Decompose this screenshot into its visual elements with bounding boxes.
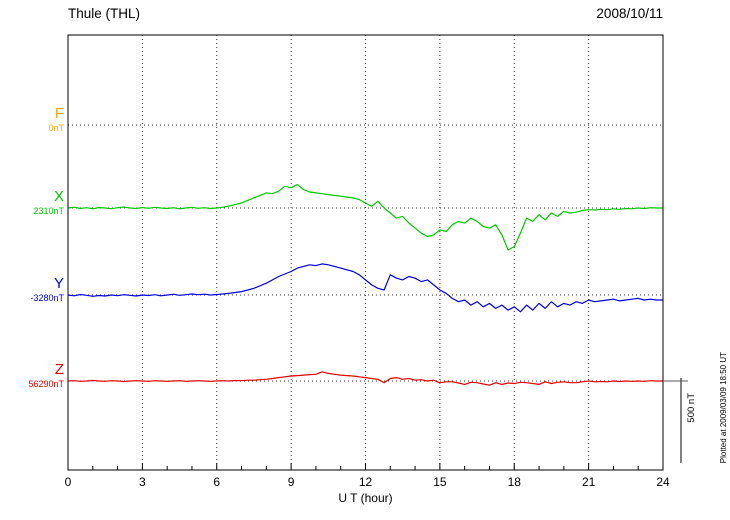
channel-f-name: F [54, 105, 64, 122]
channel-z-name: Z [54, 361, 64, 378]
channel-label-x: X 2310nT [4, 189, 64, 216]
x-tick-label: 3 [139, 475, 146, 489]
channel-label-z: Z 56290nT [4, 362, 64, 389]
x-tick-label: 6 [213, 475, 221, 489]
x-tick-label: 15 [433, 475, 447, 489]
channel-x-name: X [53, 188, 64, 205]
channel-label-y: Y -3280nT [4, 276, 64, 303]
x-tick-label: 24 [656, 475, 670, 489]
x-axis-label: U T (hour) [338, 491, 393, 505]
x-tick-label: 12 [358, 475, 373, 489]
channel-x-baseline: 2310nT [33, 206, 64, 216]
plotted-at-note: Plotted at 2009/03/09 18:50 UT [719, 352, 728, 464]
x-tick-label: 18 [507, 475, 521, 489]
channel-label-f: F 0nT [4, 106, 64, 133]
channel-z-baseline: 56290nT [28, 379, 64, 389]
x-tick-label: 21 [581, 475, 596, 489]
channel-f-baseline: 0nT [48, 123, 64, 133]
channel-y-baseline: -3280nT [30, 293, 64, 303]
x-tick-label: 0 [64, 475, 72, 489]
station-title: Thule (THL) [68, 6, 141, 21]
x-axis-tick-labels: 0 3 6 9 12 15 18 21 24 [0, 475, 730, 489]
x-tick-label: 9 [287, 475, 295, 489]
plot-date: 2008/10/11 [596, 6, 663, 21]
channel-y-name: Y [53, 275, 64, 292]
scale-bar-label: 500 nT [686, 393, 697, 423]
